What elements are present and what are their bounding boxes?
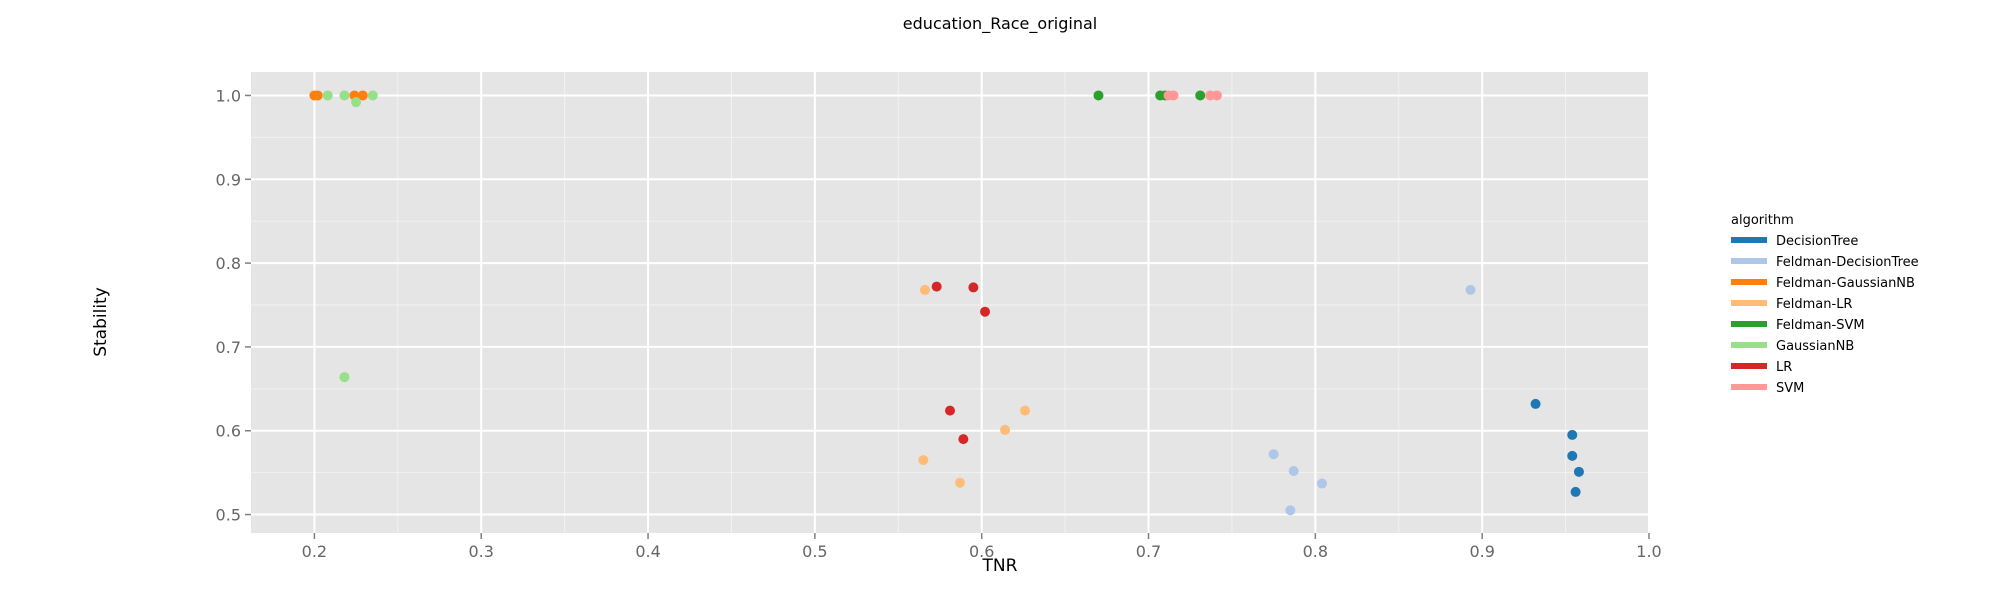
data-point: [1567, 450, 1578, 461]
x-tick-label: 0.9: [1469, 542, 1494, 561]
data-point: [945, 405, 955, 416]
data-point: [1211, 90, 1222, 101]
chart-title: education_Race_original: [903, 14, 1097, 34]
legend-swatch: [1731, 279, 1767, 285]
data-point: [1000, 424, 1011, 435]
data-point: [1530, 398, 1541, 409]
data-point: [931, 281, 942, 292]
data-point: [312, 90, 323, 101]
legend-label: SVM: [1776, 381, 1804, 396]
legend-swatch: [1731, 363, 1767, 369]
plot-panel: [251, 72, 1649, 533]
data-point: [955, 477, 966, 488]
legend-swatch: [1731, 321, 1767, 327]
y-axis-title: Stability: [91, 287, 111, 357]
y-tick-label: 0.8: [216, 254, 241, 273]
legend-label: Feldman-GaussianNB: [1776, 276, 1915, 291]
data-point: [968, 282, 979, 293]
data-point: [1570, 486, 1581, 497]
data-point: [1093, 90, 1104, 101]
data-point: [1288, 465, 1299, 476]
y-tick-label: 0.5: [216, 506, 241, 525]
data-point: [918, 455, 929, 466]
data-point: [357, 90, 368, 101]
x-axis-title: TNR: [982, 556, 1018, 576]
data-point: [367, 90, 378, 101]
legend-swatch: [1731, 384, 1767, 390]
x-tick-label: 0.7: [1136, 542, 1161, 561]
legend-label: Feldman-LR: [1776, 297, 1852, 312]
legend-swatch: [1731, 258, 1767, 264]
grid-lines: [251, 72, 1650, 533]
y-tick-label: 1.0: [216, 86, 241, 105]
y-tick-label: 0.9: [216, 170, 241, 189]
legend-items: DecisionTree Feldman-DecisionTree Feldman-…: [1731, 234, 1919, 396]
data-point: [1268, 449, 1279, 460]
data-point: [351, 97, 362, 108]
legend-title: algorithm: [1731, 213, 1794, 228]
data-point: [980, 306, 991, 317]
x-tick-label: 1.0: [1636, 542, 1661, 561]
data-point: [1020, 405, 1031, 416]
x-tick-label: 0.8: [1303, 542, 1328, 561]
data-point: [1573, 466, 1584, 477]
y-tick-label: 0.6: [216, 422, 241, 441]
data-point: [919, 284, 930, 295]
data-point: [1465, 284, 1476, 295]
data-point: [322, 90, 333, 101]
legend-label: LR: [1776, 360, 1792, 375]
legend: algorithm DecisionTree Feldman-DecisionTr…: [1731, 213, 1919, 396]
data-points: [309, 90, 1584, 516]
x-tick-label: 0.5: [802, 542, 827, 561]
legend-label: Feldman-SVM: [1776, 318, 1865, 333]
data-point: [1567, 429, 1578, 440]
data-point: [1168, 90, 1179, 101]
axis-ticks: 0.2 0.3 0.4 0.5 0.6 0.7 0.8 0.9 1.0 0.5 0.6 0.7 0.8 0…: [216, 86, 1662, 561]
y-tick-label: 0.7: [216, 338, 241, 357]
data-point: [339, 372, 350, 383]
x-tick-label: 0.4: [635, 542, 660, 561]
data-point: [1195, 90, 1206, 101]
x-tick-label: 0.3: [468, 542, 493, 561]
legend-label: GaussianNB: [1776, 339, 1854, 354]
data-point: [1285, 505, 1296, 516]
legend-swatch: [1731, 300, 1767, 306]
legend-swatch: [1731, 342, 1767, 348]
legend-label: DecisionTree: [1776, 234, 1858, 249]
x-tick-label: 0.6: [969, 542, 994, 561]
data-point: [958, 434, 969, 445]
data-point: [339, 90, 350, 101]
x-tick-label: 0.2: [302, 542, 327, 561]
legend-swatch: [1731, 237, 1767, 243]
legend-label: Feldman-DecisionTree: [1776, 255, 1919, 270]
data-point: [1317, 478, 1328, 489]
